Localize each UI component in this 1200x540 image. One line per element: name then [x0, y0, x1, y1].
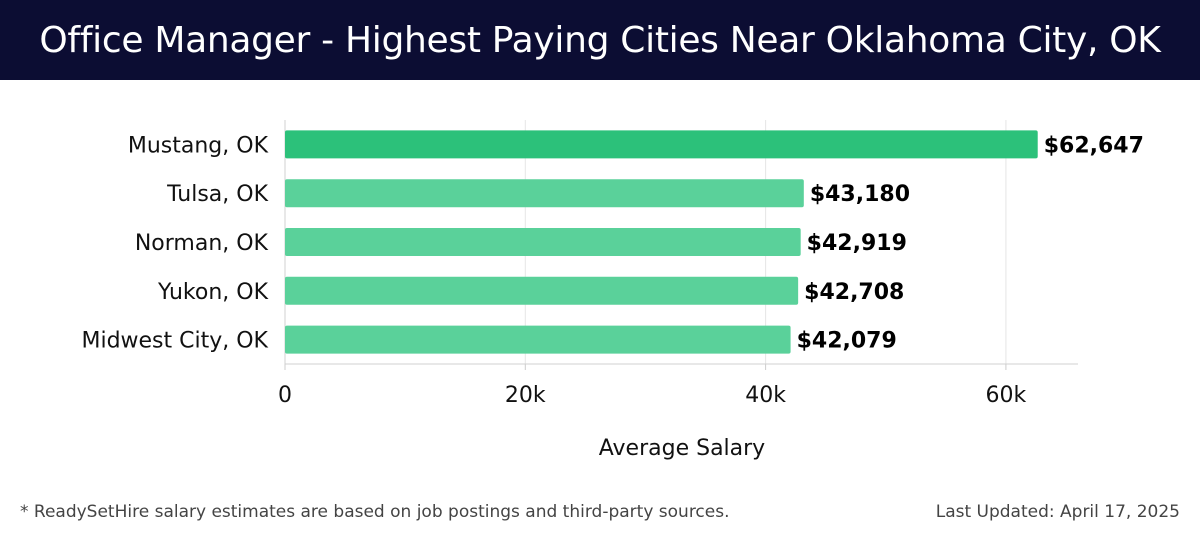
bar	[285, 228, 801, 256]
x-tick-label: 60k	[986, 383, 1027, 408]
chart-header: Office Manager - Highest Paying Cities N…	[0, 0, 1200, 80]
value-label: $42,919	[807, 231, 907, 256]
footer-disclaimer: * ReadySetHire salary estimates are base…	[20, 502, 730, 522]
bar	[285, 276, 799, 305]
category-label: Tulsa, OK	[166, 182, 268, 207]
salary-bar-chart: 0 20k 40k 60k Mustang, OK $62,647 Tulsa, OK $4…	[81, 120, 1144, 461]
value-label: $43,180	[810, 182, 910, 207]
value-label: $42,079	[797, 329, 897, 354]
value-label: $42,708	[804, 280, 904, 305]
category-label: Mustang, OK	[128, 133, 269, 158]
category-label: Midwest City, OK	[81, 329, 268, 354]
category-label: Yukon, OK	[157, 280, 269, 305]
category-label: Norman, OK	[135, 231, 269, 256]
value-label: $62,647	[1044, 133, 1144, 158]
labels: Mustang, OK $62,647 Tulsa, OK $43,180 Norman…	[81, 133, 1143, 353]
axes: 0 20k 40k 60k	[278, 120, 1078, 408]
bar	[285, 325, 791, 354]
last-updated: Last Updated: April 17, 2025	[935, 502, 1180, 522]
x-tick-label: 40k	[745, 383, 786, 408]
bars	[285, 130, 1038, 354]
bar	[285, 130, 1038, 159]
x-tick-label: 0	[278, 383, 292, 408]
bar	[285, 179, 804, 208]
x-tick-label: 20k	[505, 383, 546, 408]
x-axis-title: Average Salary	[599, 436, 765, 461]
chart-title: Office Manager - Highest Paying Cities N…	[39, 19, 1161, 61]
